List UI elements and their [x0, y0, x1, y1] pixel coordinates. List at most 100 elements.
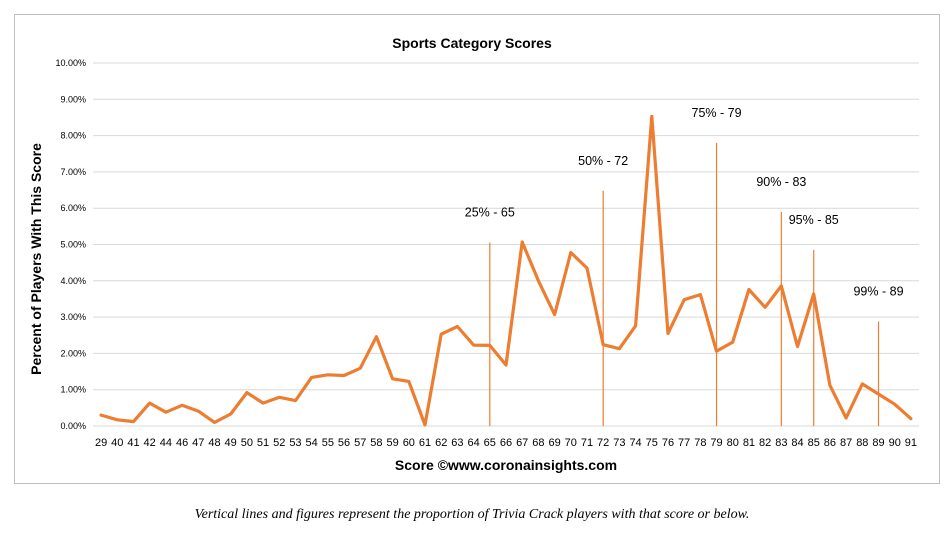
data-point — [764, 306, 766, 309]
chart-area: Sports Category Scores 0.00% 1.00% 2.00% 3.… — [14, 14, 940, 484]
data-point — [553, 313, 556, 316]
data-point — [569, 251, 572, 254]
data-point — [165, 411, 167, 414]
percentile-label: 75% - 79 — [692, 106, 742, 120]
x-tick-label: 52 — [273, 437, 285, 449]
y-tick-label: 7.00% — [60, 167, 86, 177]
data-point — [634, 325, 637, 327]
x-tick-label: 65 — [484, 437, 496, 449]
data-point — [424, 424, 426, 426]
data-point — [489, 344, 491, 347]
data-point — [294, 399, 297, 402]
data-point — [537, 280, 540, 282]
x-tick-label: 54 — [306, 437, 318, 449]
data-point — [715, 350, 718, 353]
y-tick-label: 6.00% — [60, 203, 86, 213]
y-tick-labels: 0.00% 1.00% 2.00% 3.00% 4.00% 5.00% 6.00% 7.00%… — [55, 58, 86, 431]
x-tick-label: 91 — [905, 437, 917, 449]
data-point — [456, 325, 459, 328]
data-point — [667, 332, 669, 335]
x-tick-label: 72 — [597, 437, 609, 449]
x-tick-label: 89 — [872, 437, 884, 449]
x-tick-label: 70 — [565, 437, 577, 449]
x-tick-label: 86 — [824, 437, 836, 449]
y-tick-label: 5.00% — [60, 240, 86, 250]
x-tick-label: 49 — [225, 437, 237, 449]
x-tick-label: 46 — [176, 437, 188, 449]
x-tick-label: 88 — [856, 437, 868, 449]
x-tick-label: 57 — [354, 437, 366, 449]
data-point — [650, 115, 653, 118]
data-point — [521, 241, 523, 243]
x-tick-label: 29 — [95, 437, 107, 449]
y-tick-label: 1.00% — [60, 385, 86, 395]
data-point — [586, 267, 588, 269]
percentile-label: 99% - 89 — [853, 284, 903, 298]
y-tick-label: 4.00% — [60, 276, 86, 286]
x-tick-label: 59 — [387, 437, 399, 449]
y-tick-label: 2.00% — [60, 348, 86, 358]
series-layer — [99, 114, 913, 427]
data-point — [910, 417, 912, 420]
x-tick-label: 75 — [646, 437, 658, 449]
data-point — [731, 341, 734, 343]
x-tick-label: 85 — [808, 437, 820, 449]
x-tick-label: 67 — [516, 437, 528, 449]
x-tick-label: 87 — [840, 437, 852, 449]
y-tick-label: 10.00% — [55, 58, 86, 68]
x-tick-label: 51 — [257, 437, 269, 449]
x-tick-label: 63 — [451, 437, 463, 449]
data-point — [278, 396, 281, 399]
data-point — [829, 384, 831, 387]
series-line — [99, 114, 913, 427]
percentile-label: 90% - 83 — [756, 175, 806, 189]
x-tick-label: 60 — [403, 437, 415, 449]
data-point — [618, 347, 621, 350]
data-point — [262, 402, 264, 404]
percentile-markers: 25% - 65 50% - 72 75% - 79 90% - 83 95% - 85… — [465, 106, 904, 426]
x-tick-label: 42 — [144, 437, 156, 449]
data-point — [132, 420, 135, 423]
x-tick-label: 84 — [791, 437, 803, 449]
x-tick-label: 79 — [710, 437, 722, 449]
percentile-label: 95% - 85 — [789, 213, 839, 227]
x-tick-labels: 29 40 41 42 44 46 47 48 49 50 51 52 53 54 55 56 57 58 59 60… — [95, 437, 917, 449]
data-point — [148, 402, 151, 404]
x-tick-label: 78 — [694, 437, 706, 449]
data-point — [213, 421, 216, 424]
data-point — [359, 367, 362, 370]
data-point — [845, 417, 847, 419]
x-tick-label: 76 — [662, 437, 674, 449]
data-point — [602, 343, 604, 346]
data-point — [343, 374, 345, 377]
x-tick-label: 53 — [289, 437, 301, 449]
data-point — [472, 344, 475, 346]
x-tick-label: 66 — [500, 437, 512, 449]
data-point — [861, 383, 864, 385]
x-tick-label: 68 — [532, 437, 544, 449]
data-point — [197, 410, 200, 412]
data-point — [812, 293, 815, 295]
data-point — [408, 380, 410, 383]
y-tick-label: 3.00% — [60, 312, 86, 322]
data-point — [796, 345, 799, 348]
x-tick-label: 81 — [743, 437, 755, 449]
x-tick-label: 44 — [160, 437, 172, 449]
x-tick-label: 73 — [613, 437, 625, 449]
data-point — [229, 413, 232, 415]
percentile-label: 50% - 72 — [578, 154, 628, 168]
data-point — [327, 374, 329, 376]
x-tick-label: 55 — [322, 437, 334, 449]
data-point — [246, 391, 248, 394]
data-point — [100, 414, 102, 416]
x-tick-label: 80 — [727, 437, 739, 449]
gridlines — [93, 62, 919, 427]
y-tick-label: 8.00% — [60, 131, 86, 141]
data-point — [683, 298, 685, 301]
data-point — [116, 419, 119, 421]
percentile-label: 25% - 65 — [465, 206, 515, 220]
chart-caption: Vertical lines and figures represent the… — [194, 507, 750, 522]
data-point — [391, 378, 394, 380]
data-point — [375, 335, 378, 338]
x-tick-label: 71 — [581, 437, 593, 449]
